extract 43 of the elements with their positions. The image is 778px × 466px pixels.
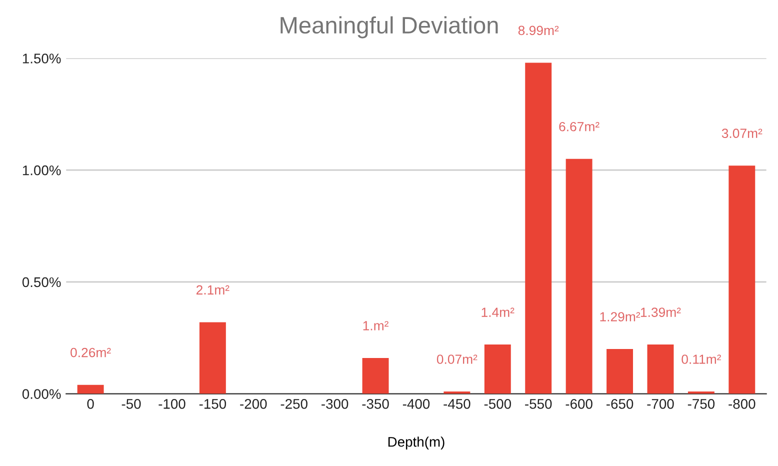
x-tick-label: -700 <box>647 399 674 409</box>
annotation: 6.67m² <box>559 122 600 132</box>
x-tick-label: -500 <box>484 399 512 409</box>
bar <box>362 358 389 394</box>
y-tick-label: 0.50% <box>22 277 61 288</box>
bar <box>77 384 104 394</box>
x-tick-label: -800 <box>728 399 756 409</box>
x-tick-label: -250 <box>280 399 308 409</box>
chart-title: Meaningful Deviation <box>280 16 498 38</box>
annotation: 3.07m² <box>722 128 762 138</box>
x-tick-label: -50 <box>122 399 141 409</box>
x-tick-label: -650 <box>606 399 634 409</box>
bar <box>647 344 674 394</box>
annotation: 8.99m² <box>518 26 559 36</box>
bar <box>199 322 226 394</box>
x-tick-label: -350 <box>362 399 389 409</box>
y-tick-label: 1.00% <box>22 165 61 176</box>
x-tick-label: -600 <box>566 399 592 409</box>
annotation: 0.11m² <box>682 354 721 364</box>
x-tick-label: -400 <box>402 399 430 409</box>
x-tick-label: -100 <box>158 399 186 409</box>
x-tick-label: -450 <box>444 399 470 409</box>
bar <box>484 344 511 394</box>
annotation: 1.m² <box>363 321 388 330</box>
y-tick-label: 0.00% <box>22 389 61 399</box>
annotation: 1.29m² <box>600 312 640 322</box>
x-tick-label: -200 <box>240 399 267 409</box>
x-axis-title: Depth(m) <box>388 436 444 450</box>
x-tick-label: -150 <box>199 399 226 409</box>
annotation: 1.39m² <box>640 308 681 317</box>
bar <box>525 62 552 394</box>
x-tick-label: 0 <box>87 399 94 409</box>
bar <box>566 158 592 394</box>
bar <box>728 166 756 394</box>
x-tick-label: -750 <box>688 399 715 409</box>
annotation: 1.4m² <box>482 308 514 317</box>
y-tick-label: 1.50% <box>22 54 61 64</box>
annotation: 2.1m² <box>196 285 230 294</box>
x-tick-label: -550 <box>525 399 552 409</box>
x-tick-label: -300 <box>322 399 348 409</box>
annotation: 0.07m² <box>436 354 478 364</box>
annotation: 0.26m² <box>70 348 111 358</box>
bar <box>606 349 634 394</box>
